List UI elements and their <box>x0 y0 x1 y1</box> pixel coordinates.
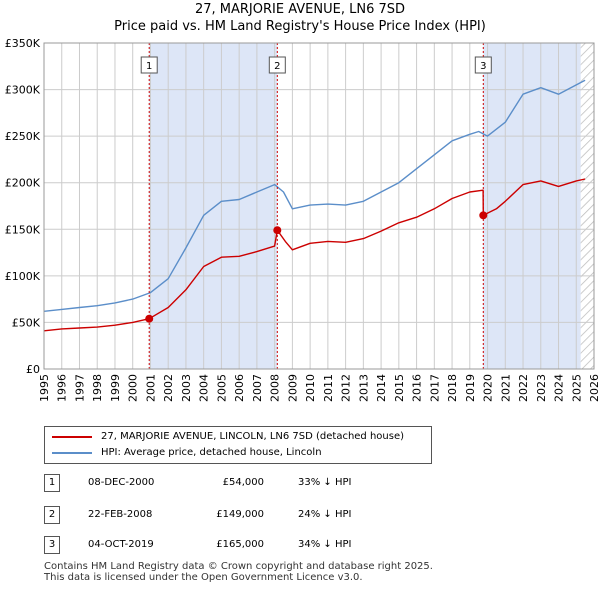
sale-point <box>273 226 282 235</box>
transaction-hpi: 24% ↓ HPI <box>298 509 352 520</box>
x-tick-label: 2019 <box>464 374 477 402</box>
y-tick-label: £350K <box>5 37 41 50</box>
ownership-shade <box>149 43 278 369</box>
price-chart: 1 2 3 £0 £50K £100K £150K £200K £250K £300K £350K… <box>5 37 600 402</box>
transaction-row: 3 04-OCT-2019 £165,000 34% ↓ HPI <box>44 536 464 554</box>
x-tick-label: 1995 <box>38 374 51 402</box>
x-tick-label: 2002 <box>162 374 175 402</box>
chart-legend: 27, MARJORIE AVENUE, LINCOLN, LN6 7SD (d… <box>44 426 432 464</box>
x-tick-label: 2010 <box>304 374 317 402</box>
x-tick-label: 2003 <box>180 374 193 402</box>
x-tick-label: 1996 <box>56 374 69 402</box>
ownership-shade <box>483 43 581 369</box>
sale-point <box>479 211 488 220</box>
x-tick-label: 1998 <box>91 374 104 402</box>
legend-label-property: 27, MARJORIE AVENUE, LINCOLN, LN6 7SD (d… <box>101 431 405 442</box>
sale-number-label: 1 <box>146 61 152 72</box>
transaction-date: 08-DEC-2000 <box>88 477 155 488</box>
transaction-price: £165,000 <box>216 539 264 550</box>
transaction-price: £54,000 <box>222 477 264 488</box>
y-tick-label: £50K <box>12 316 41 329</box>
plot-border <box>43 42 595 370</box>
x-tick-label: 2025 <box>570 374 583 402</box>
hpi-line <box>43 79 586 312</box>
legend-swatch-hpi <box>52 452 92 454</box>
transaction-date: 22-FEB-2008 <box>88 509 153 520</box>
x-tick-label: 2006 <box>233 374 246 402</box>
transaction-badge: 2 <box>44 506 60 524</box>
transaction-row: 1 08-DEC-2000 £54,000 33% ↓ HPI <box>44 474 464 492</box>
y-tick-label: £250K <box>5 130 41 143</box>
footer-attribution: Contains HM Land Registry data © Crown c… <box>44 561 433 583</box>
x-tick-label: 2008 <box>269 374 282 402</box>
transaction-hpi: 33% ↓ HPI <box>298 477 352 488</box>
x-tick-label: 2026 <box>588 374 600 402</box>
transaction-row: 2 22-FEB-2008 £149,000 24% ↓ HPI <box>44 506 464 524</box>
x-tick-label: 1997 <box>73 374 86 402</box>
sale-point <box>145 314 154 323</box>
x-tick-label: 2004 <box>198 374 211 402</box>
y-tick-label: £200K <box>5 177 41 190</box>
x-tick-label: 2017 <box>428 374 441 402</box>
x-tick-label: 2016 <box>411 374 424 402</box>
x-tick-label: 2014 <box>375 374 388 402</box>
x-tick-label: 2001 <box>144 374 157 402</box>
x-tick-label: 1999 <box>109 374 122 402</box>
x-tick-label: 2011 <box>322 374 335 402</box>
sale-number-box <box>474 56 492 74</box>
sale-number-label: 3 <box>480 61 486 72</box>
x-tick-label: 2024 <box>553 374 566 402</box>
x-tick-label: 2022 <box>517 374 530 402</box>
x-tick-label: 2020 <box>482 374 495 402</box>
y-tick-label: £150K <box>5 223 41 236</box>
transaction-price: £149,000 <box>216 509 264 520</box>
forecast-hatch <box>580 43 594 369</box>
y-tick-label: £0 <box>26 363 40 376</box>
legend-label-hpi: HPI: Average price, detached house, Linc… <box>101 447 322 458</box>
x-tick-label: 2023 <box>535 374 548 402</box>
footer-line-2: This data is licensed under the Open Gov… <box>44 572 363 583</box>
x-tick-label: 2012 <box>340 374 353 402</box>
chart-title: 27, MARJORIE AVENUE, LN6 7SD <box>194 2 406 17</box>
x-tick-label: 2018 <box>446 374 459 402</box>
sale-number-box <box>140 56 158 74</box>
sale-number-label: 2 <box>274 61 280 72</box>
x-tick-label: 2013 <box>357 374 370 402</box>
x-tick-label: 2005 <box>215 374 228 402</box>
x-tick-label: 2021 <box>499 374 512 402</box>
x-tick-label: 2000 <box>127 374 140 402</box>
transaction-badge: 1 <box>44 474 60 492</box>
chart-subtitle: Price paid vs. HM Land Registry's House … <box>114 19 486 34</box>
transaction-date: 04-OCT-2019 <box>88 539 154 550</box>
sale-number-box <box>268 56 286 74</box>
transaction-hpi: 34% ↓ HPI <box>298 539 352 550</box>
x-tick-label: 2007 <box>251 374 264 402</box>
x-tick-label: 2015 <box>393 374 406 402</box>
footer-line-1: Contains HM Land Registry data © Crown c… <box>44 561 433 572</box>
x-tick-label: 2009 <box>286 374 299 402</box>
legend-swatch-property <box>52 436 92 438</box>
transaction-badge: 3 <box>44 536 60 554</box>
y-tick-label: £100K <box>5 270 41 283</box>
y-tick-label: £300K <box>5 84 41 97</box>
